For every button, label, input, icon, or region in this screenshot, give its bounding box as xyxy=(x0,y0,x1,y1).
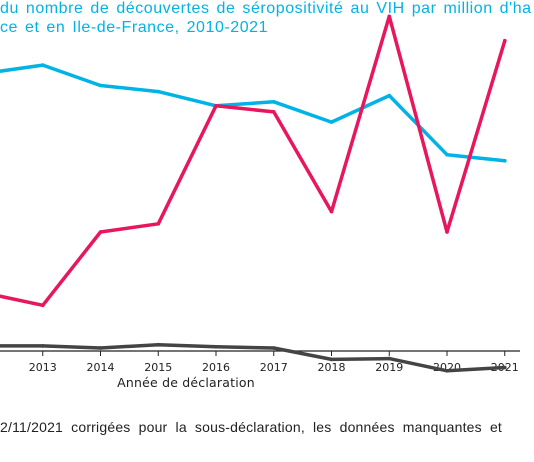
x-tick-label-2019: 2019 xyxy=(375,361,403,374)
data-point-2-2013 xyxy=(41,303,45,308)
data-point-2-2021 xyxy=(503,38,507,43)
data-point-3-2020 xyxy=(445,369,449,373)
chart-title-line-1: du nombre de découvertes de séropositivi… xyxy=(0,0,532,17)
data-point-2-2014 xyxy=(98,230,103,234)
data-point-2-2020 xyxy=(445,230,449,234)
x-tick-label-2015: 2015 xyxy=(144,361,172,374)
chart-title-line-2: ce et en Ile-de-France, 2010-2021 xyxy=(0,19,269,36)
data-point-2-2015 xyxy=(156,222,161,226)
data-point-3-2019 xyxy=(387,356,392,361)
data-point-1-2019 xyxy=(387,93,392,98)
x-tick-label-2017: 2017 xyxy=(260,361,288,374)
data-point-3-2017 xyxy=(272,346,276,350)
data-point-1-2017 xyxy=(272,100,276,104)
data-point-1-2020 xyxy=(445,152,449,157)
data-point-1-2021 xyxy=(503,159,507,163)
data-point-1-2018 xyxy=(329,120,334,124)
data-point-3-2021 xyxy=(503,365,507,370)
data-point-3-2015 xyxy=(156,342,161,347)
data-point-3-2013 xyxy=(41,344,45,348)
data-point-1-2015 xyxy=(156,89,161,94)
data-point-1-2014 xyxy=(98,83,103,88)
data-point-2-2016 xyxy=(214,104,218,108)
data-point-1-2013 xyxy=(41,63,45,67)
x-tick-label-2016: 2016 xyxy=(202,361,230,374)
x-tick-label-2018: 2018 xyxy=(318,361,346,374)
data-point-2-2018 xyxy=(329,209,334,214)
data-point-2-2017 xyxy=(272,110,276,114)
data-point-3-2018 xyxy=(329,357,334,362)
x-axis-label: Année de déclaration xyxy=(117,375,255,390)
series-line-1 xyxy=(0,63,507,163)
data-point-3-2014 xyxy=(98,346,103,350)
data-point-2-2019 xyxy=(387,14,392,19)
series-line-3 xyxy=(0,342,507,373)
x-tick-label-2014: 2014 xyxy=(87,361,115,374)
series-lines xyxy=(0,14,507,373)
chart-footnote: 2/11/2021 corrigées pour la sous-déclara… xyxy=(0,419,503,435)
x-tick-label-2013: 2013 xyxy=(29,361,57,374)
data-point-3-2016 xyxy=(214,345,218,349)
series-line-2 xyxy=(0,14,507,308)
